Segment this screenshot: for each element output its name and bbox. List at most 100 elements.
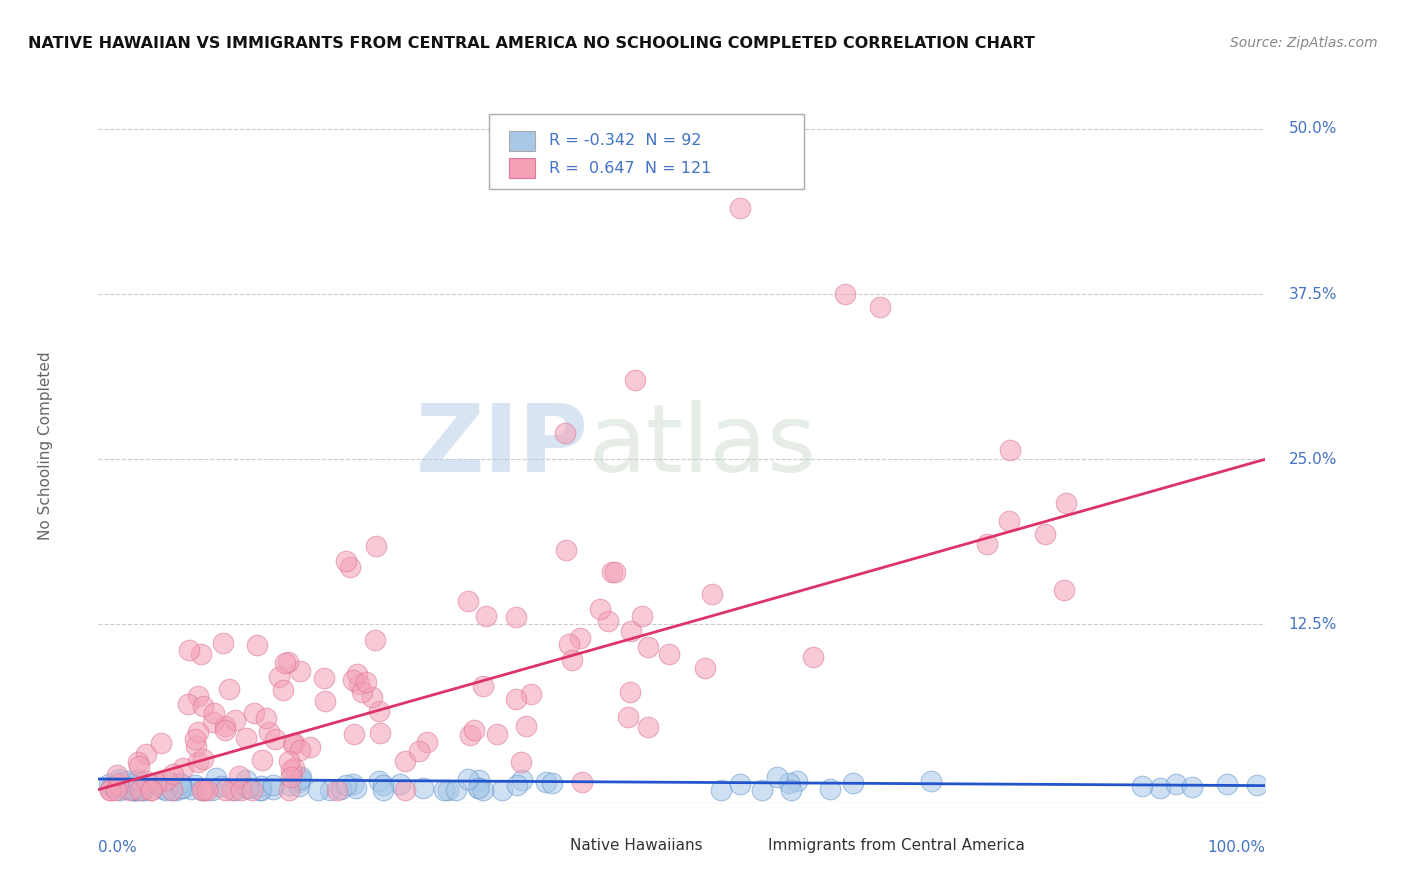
Point (834, 287, 856, 301)
Point (108, 772, 131, 787)
Point (142, 778, 165, 792)
Point (186, 689, 208, 703)
Point (541, 776, 564, 790)
Point (780, 782, 803, 797)
Point (326, 782, 349, 797)
Point (209, 779, 232, 793)
Point (364, 632, 387, 647)
Point (115, 773, 138, 788)
Point (112, 781, 135, 796)
Point (288, 743, 311, 757)
Point (520, 687, 543, 701)
Point (342, 777, 364, 791)
Point (394, 782, 416, 797)
Point (125, 778, 148, 792)
Point (184, 739, 207, 754)
Point (920, 773, 942, 788)
Point (135, 773, 157, 788)
Point (343, 727, 366, 741)
Point (236, 780, 259, 795)
Point (589, 602, 612, 616)
Point (250, 779, 273, 793)
Point (319, 782, 342, 797)
Point (700, 587, 723, 601)
Point (155, 782, 177, 797)
Point (596, 614, 619, 628)
Point (271, 683, 294, 698)
Point (371, 778, 394, 792)
Point (267, 670, 290, 684)
Point (120, 782, 142, 797)
Point (766, 770, 789, 784)
Point (274, 657, 297, 671)
Point (214, 719, 236, 733)
Point (394, 754, 416, 768)
Text: 12.5%: 12.5% (1289, 617, 1337, 632)
Point (122, 782, 145, 797)
Point (262, 778, 284, 792)
Point (240, 782, 263, 797)
Point (121, 782, 143, 797)
Point (388, 777, 411, 791)
Point (202, 714, 225, 729)
Text: ZIP: ZIP (416, 400, 589, 492)
Point (97, 777, 120, 791)
Point (869, 300, 891, 314)
Point (159, 775, 181, 789)
Point (1130, 779, 1153, 793)
Point (249, 782, 271, 797)
Point (152, 781, 174, 796)
Point (180, 782, 202, 797)
Point (555, 543, 578, 558)
Point (457, 593, 479, 607)
Point (364, 539, 387, 553)
FancyBboxPatch shape (509, 130, 534, 151)
Point (1181, 780, 1204, 795)
Point (170, 781, 193, 796)
Point (120, 776, 142, 790)
Point (277, 655, 299, 669)
Point (801, 649, 824, 664)
Point (129, 782, 152, 797)
Point (510, 756, 533, 770)
Text: Immigrants from Central America: Immigrants from Central America (768, 838, 1025, 853)
Point (637, 640, 659, 655)
Point (557, 637, 579, 651)
Point (368, 704, 391, 718)
Point (193, 752, 215, 766)
Point (571, 774, 593, 789)
Point (243, 706, 266, 720)
Text: R =  0.647  N = 121: R = 0.647 N = 121 (548, 161, 711, 176)
Point (467, 781, 489, 796)
Point (314, 694, 336, 708)
Point (350, 685, 373, 699)
Point (214, 782, 236, 797)
Point (360, 690, 382, 704)
Point (280, 770, 302, 784)
Point (408, 744, 430, 758)
Point (976, 537, 998, 551)
Point (1246, 778, 1268, 792)
Point (100, 780, 122, 794)
Point (290, 770, 312, 784)
Point (187, 755, 209, 769)
Point (1033, 526, 1056, 541)
Point (170, 776, 193, 790)
Point (998, 515, 1021, 529)
Point (842, 776, 865, 790)
Text: 25.0%: 25.0% (1289, 451, 1337, 467)
Text: Source: ZipAtlas.com: Source: ZipAtlas.com (1230, 36, 1378, 50)
Point (190, 782, 212, 797)
Point (278, 782, 301, 797)
Point (278, 754, 301, 768)
Point (283, 761, 305, 775)
Point (224, 713, 246, 727)
Point (135, 747, 157, 762)
Point (187, 725, 209, 739)
Point (554, 425, 576, 440)
Point (235, 772, 257, 787)
Point (1149, 780, 1171, 795)
Point (107, 777, 129, 791)
Point (600, 565, 623, 579)
Point (505, 610, 527, 624)
